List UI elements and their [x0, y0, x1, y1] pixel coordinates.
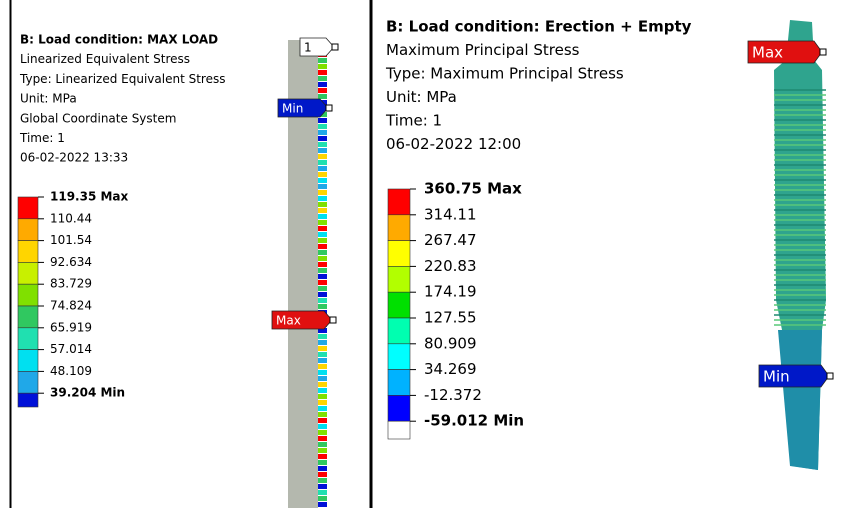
legend-band [388, 395, 410, 421]
legend-band [18, 328, 38, 350]
legend-band [388, 318, 410, 344]
info-line: Type: Linearized Equivalent Stress [19, 72, 225, 86]
info-line: Time: 1 [385, 112, 442, 130]
legend-label: 267.47 [424, 231, 477, 249]
probe-point [330, 317, 336, 323]
legend-label: 39.204 Min [50, 386, 125, 400]
info-line: Maximum Principal Stress [386, 41, 580, 59]
probe-point [827, 373, 833, 379]
legend-label: -12.372 [424, 386, 482, 404]
info-line: Unit: MPa [386, 88, 457, 106]
legend-band [18, 197, 38, 219]
legend-label: 119.35 Max [50, 190, 129, 204]
legend-band [18, 393, 38, 407]
legend-label: 57.014 [50, 342, 92, 356]
legend-label: 314.11 [424, 205, 477, 223]
info-line: Unit: MPa [20, 92, 77, 106]
probe-point [820, 49, 826, 55]
probe-label: 1 [304, 41, 312, 55]
legend-band [18, 284, 38, 306]
legend-band [18, 371, 38, 393]
legend-band [18, 262, 38, 284]
legend-label: 101.54 [50, 233, 92, 247]
legend-label: 74.824 [50, 299, 92, 313]
legend-label: 83.729 [50, 277, 92, 291]
probe-point [326, 105, 332, 111]
probe-label: Max [276, 314, 301, 328]
legend-label: 174.19 [424, 283, 477, 301]
info-line: Type: Maximum Principal Stress [385, 65, 624, 83]
probe-label: Min [282, 102, 303, 116]
probe-label: Max [752, 44, 783, 62]
legend-band [388, 215, 410, 241]
legend-label: 34.269 [424, 360, 477, 378]
legend-band [18, 241, 38, 263]
legend-band [388, 189, 410, 215]
legend-label: 65.919 [50, 320, 92, 334]
info-line: 06-02-2022 12:00 [386, 135, 521, 153]
legend-band [388, 241, 410, 267]
legend-band [18, 219, 38, 241]
legend-band [388, 421, 410, 439]
probe-label: Min [763, 368, 790, 386]
legend-label: 127.55 [424, 309, 477, 327]
legend-label: 80.909 [424, 334, 477, 352]
legend-label: -59.012 Min [424, 412, 524, 430]
panel-title: B: Load condition: MAX LOAD [20, 33, 218, 47]
legend-label: 48.109 [50, 364, 92, 378]
probe-point [332, 44, 338, 50]
legend-band [18, 306, 38, 328]
screenshot: B: Load condition: MAX LOAD Linearized Eq… [0, 0, 852, 508]
panel-title: B: Load condition: Erection + Empty [386, 18, 692, 36]
legend-band [388, 266, 410, 292]
legend-band [388, 292, 410, 318]
legend-band [388, 344, 410, 370]
legend-label: 220.83 [424, 257, 477, 275]
info-line: Global Coordinate System [20, 111, 176, 125]
legend-band [18, 350, 38, 372]
info-line: Time: 1 [19, 131, 65, 145]
info-line: Linearized Equivalent Stress [20, 52, 190, 66]
legend-band [388, 370, 410, 396]
info-line: 06-02-2022 13:33 [20, 151, 128, 165]
legend-label: 110.44 [50, 211, 92, 225]
legend-label: 92.634 [50, 255, 92, 269]
legend-label: 360.75 Max [424, 180, 522, 198]
